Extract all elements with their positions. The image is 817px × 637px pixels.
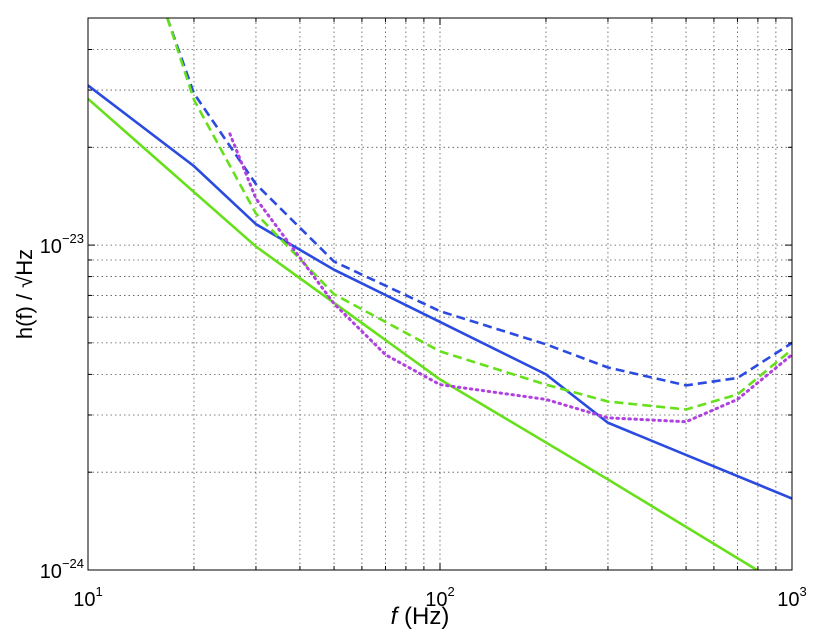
- tick-base: 10: [40, 236, 62, 258]
- series-line: [228, 132, 792, 424]
- series-line: [88, 84, 792, 500]
- x-tick-label: 102: [425, 584, 454, 611]
- series-line: [166, 18, 792, 387]
- tick-base: 10: [425, 589, 447, 611]
- series-line: [166, 18, 792, 411]
- y-axis-label: h(f) / √Hz: [12, 249, 37, 339]
- x-tick-label: 101: [73, 584, 102, 611]
- x-label-symbol: f: [391, 603, 400, 630]
- y-tick-label: 10−24: [40, 556, 84, 583]
- series-line: [88, 97, 758, 570]
- tick-exponent: −23: [62, 231, 84, 246]
- tick-base: 10: [40, 561, 62, 583]
- tick-exponent: −24: [62, 556, 84, 571]
- y-tick-label: 10−23: [40, 231, 84, 258]
- x-axis-label: f (Hz): [391, 603, 450, 630]
- tick-exponent: 1: [96, 584, 103, 599]
- tick-exponent: 2: [448, 584, 455, 599]
- x-tick-label: 103: [777, 584, 806, 611]
- tick-exponent: 3: [800, 584, 807, 599]
- x-label-unit: (Hz): [404, 603, 449, 630]
- lines: [88, 18, 792, 570]
- tick-base: 10: [777, 589, 799, 611]
- tick-base: 10: [73, 589, 95, 611]
